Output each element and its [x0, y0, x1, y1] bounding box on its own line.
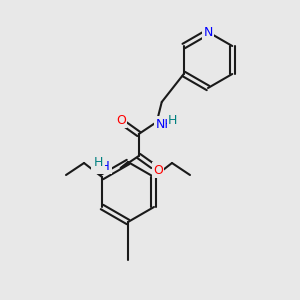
Text: H: H [94, 155, 104, 169]
Text: NH: NH [155, 118, 174, 130]
Text: NH: NH [92, 160, 111, 172]
Text: N: N [203, 26, 213, 38]
Text: O: O [116, 113, 126, 127]
Text: O: O [153, 164, 163, 176]
Text: H: H [168, 113, 177, 127]
